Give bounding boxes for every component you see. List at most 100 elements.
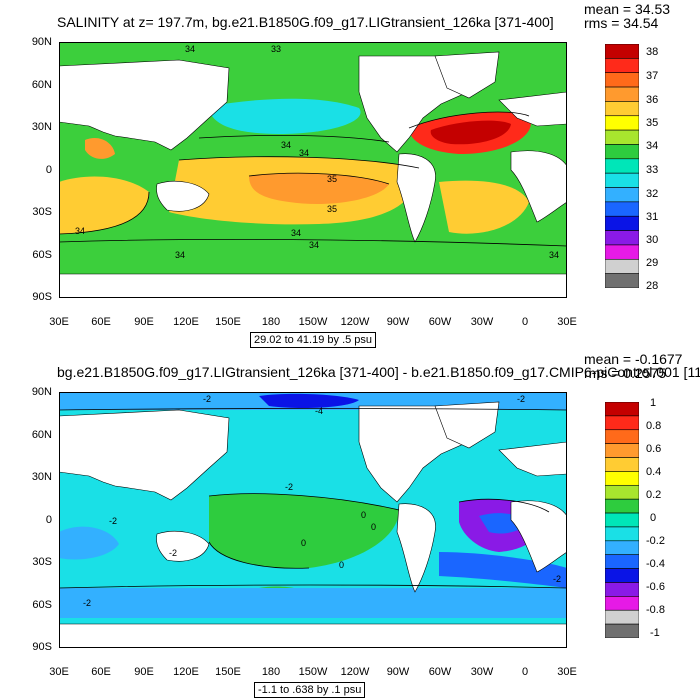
x-tick-label: 0	[521, 316, 529, 328]
contour-34-indian	[59, 191, 150, 235]
colorbar-swatch	[605, 402, 639, 417]
south-pacific-core	[249, 173, 389, 204]
colorbar-swatch	[605, 568, 639, 583]
colorbar-label: 0	[650, 512, 657, 524]
contour-label: -2	[517, 394, 525, 404]
contour-label: -2	[203, 394, 211, 404]
colorbar-swatch	[605, 144, 639, 160]
contour-label: -2	[553, 574, 561, 584]
southern-ocean-anomaly	[59, 588, 567, 618]
x-tick-label: 30E	[49, 316, 69, 328]
indian-ocean-light	[59, 526, 119, 560]
x-tick-label: 90W	[386, 316, 410, 328]
contour-35-south-pacific	[178, 156, 420, 169]
contour-label: 34	[185, 44, 195, 54]
y-tick-label: 0	[45, 164, 52, 176]
colorbar-label: -0.4	[646, 558, 665, 570]
contour-labels: -2 -4 -2 -2 -2 -2 0 0 0 0 -2 -2	[83, 394, 561, 608]
colorbar-label: -0.6	[646, 581, 665, 593]
x-tick-label: 150W	[298, 316, 328, 328]
contour-label: 34	[175, 250, 185, 260]
y-tick-label: 60N	[31, 429, 52, 441]
contour-zero-pacific	[208, 493, 400, 511]
y-tick-label: 90S	[32, 291, 52, 303]
y-tick-label: 0	[45, 514, 52, 526]
x-tick-label: 0	[521, 666, 529, 678]
contour-label: 0	[371, 522, 376, 532]
panel2-title: bg.e21.B1850G.f09_g17.LIGtransient_126ka…	[57, 364, 700, 380]
colorbar-swatch	[605, 526, 639, 542]
contour-zero-pacific-south	[208, 541, 310, 569]
x-tick-label: 150E	[215, 316, 241, 328]
colorbar-label: 38	[646, 46, 659, 58]
north-atlantic-core	[430, 120, 511, 145]
colorbar-swatch	[605, 258, 639, 274]
colorbar-swatch	[605, 158, 639, 174]
y-tick-label: 60S	[32, 249, 52, 261]
colorbar-label: 34	[646, 140, 659, 152]
contour-minus2-arctic	[59, 408, 567, 411]
arabian-sea	[85, 137, 115, 159]
colorbar-swatch	[605, 554, 639, 569]
colorbar-swatch	[605, 471, 639, 486]
colorbar-swatch	[605, 72, 639, 88]
contour-label: 0	[361, 510, 366, 520]
colorbar-label: 0.4	[646, 466, 662, 478]
colorbar-label: 28	[646, 280, 659, 292]
x-tick-label: 120W	[340, 666, 370, 678]
colorbar-label: 0.8	[646, 420, 662, 432]
colorbar-swatch	[605, 596, 639, 611]
contour-34-southern	[59, 238, 567, 247]
x-tick-label: 150E	[215, 666, 241, 678]
colorbar-swatch	[605, 101, 639, 117]
colorbar-swatch	[605, 457, 639, 472]
colorbar-label: 32	[646, 188, 659, 200]
y-tick-label: 30S	[32, 206, 52, 218]
colorbar-swatch	[605, 484, 639, 500]
panel1-map: 33 34 34 34 35 35 34 34 34 34 34	[59, 42, 567, 298]
x-tick-label: 60E	[91, 316, 111, 328]
colorbar-swatch	[605, 512, 639, 528]
x-tick-label: 30E	[49, 666, 69, 678]
colorbar-swatch	[605, 172, 639, 188]
panel2-contour-info: -1.1 to .638 by .1 psu	[254, 682, 366, 698]
x-tick-label: 180	[261, 666, 281, 678]
colorbar-swatch	[605, 115, 639, 131]
contour-label: 34	[299, 148, 309, 158]
colorbar-swatch	[605, 443, 639, 458]
panel1-rms: rms = 34.54	[584, 15, 659, 31]
contour-label: 34	[281, 140, 291, 150]
contour-minus2-southern	[59, 584, 567, 589]
contour-lines	[59, 111, 567, 247]
panel2-map: -2 -4 -2 -2 -2 -2 0 0 0 0 -2 -2	[59, 392, 567, 648]
x-tick-label: 120W	[340, 316, 370, 328]
colorbar-label: 37	[646, 70, 659, 82]
x-tick-label: 30W	[470, 316, 494, 328]
africa-land	[510, 150, 567, 223]
contour-label: 34	[549, 250, 559, 260]
colorbar-label: 36	[646, 94, 659, 106]
y-tick-label: 90N	[31, 386, 52, 398]
panel2-mean: mean = -0.1677	[584, 351, 683, 367]
contour-label: 0	[301, 538, 306, 548]
contour-34-north	[198, 134, 390, 143]
panel1-mean: mean = 34.53	[584, 1, 671, 17]
colorbar-label: -1	[650, 627, 660, 639]
south-america-land	[396, 153, 436, 243]
map-frame	[59, 392, 567, 648]
x-tick-label: 30E	[557, 666, 577, 678]
colorbar-label: -0.2	[646, 535, 665, 547]
y-tick-label: 30N	[31, 121, 52, 133]
australia-land	[156, 181, 210, 212]
colorbar-label: -0.8	[646, 604, 665, 616]
colorbar-swatch	[605, 58, 639, 74]
colorbar-label: 1	[650, 397, 657, 409]
y-tick-label: 90S	[32, 641, 52, 653]
contour-label: 35	[327, 174, 337, 184]
y-tick-label: 30N	[31, 471, 52, 483]
contour-atlantic-low	[458, 498, 550, 513]
contour-label: 0	[339, 560, 344, 570]
contour-label: 35	[327, 204, 337, 214]
panel1-title: SALINITY at z= 197.7m, bg.e21.B1850G.f09…	[57, 14, 554, 30]
europe-land	[498, 441, 567, 477]
